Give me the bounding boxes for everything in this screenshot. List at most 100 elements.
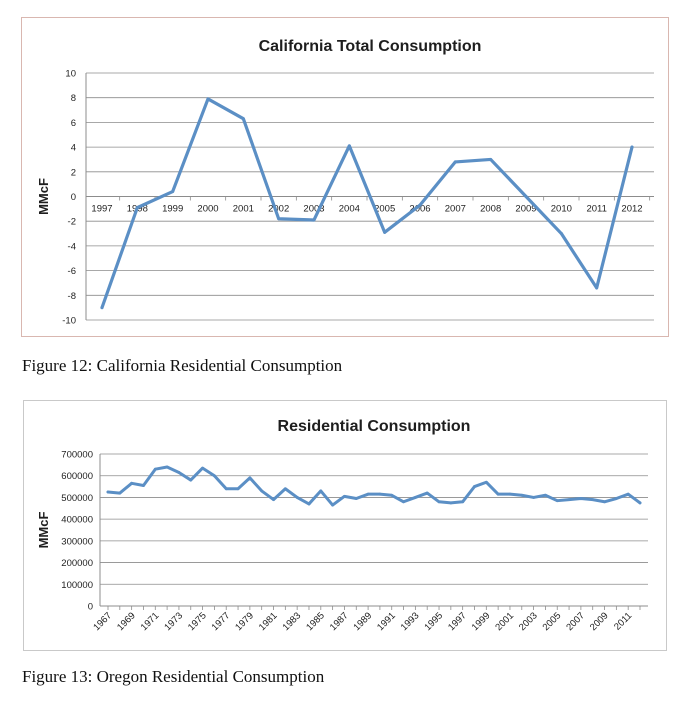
chart1-data-point — [489, 157, 493, 161]
chart2-data-point — [638, 501, 642, 505]
chart1-data-point — [630, 145, 634, 149]
chart2-data-point — [142, 484, 145, 487]
chart2-x-tick-label: 1983 — [281, 610, 304, 633]
chart2-x-tick-label: 2001 — [493, 610, 516, 633]
chart2-canvas: Residential Consumption MMcF 700000 600000 5… — [36, 418, 648, 633]
chart2-data-point — [106, 490, 110, 494]
chart2-x-tick-label: 1993 — [399, 610, 422, 633]
chart2-x-tick-label: 1973 — [162, 610, 185, 633]
chart2-y-tick-label: 200000 — [61, 558, 93, 569]
chart1-data-point — [559, 232, 563, 236]
chart2-x-tick-label: 1985 — [304, 610, 327, 633]
chart1-x-tick-label: 2000 — [197, 204, 218, 215]
chart2-x-tick-label: 1995 — [422, 610, 445, 633]
chart2-data-point — [614, 497, 618, 500]
chart1-y-tick-label: 4 — [71, 143, 76, 154]
chart1-data-point — [171, 190, 175, 194]
chart2-x-tick-label: 1967 — [91, 610, 114, 633]
chart1-y-tick-label: -10 — [62, 316, 76, 327]
chart2-data-point — [520, 493, 524, 497]
chart1-x-tick-label: 1999 — [162, 204, 183, 215]
chart1-data-point — [418, 203, 422, 207]
chart1-series-line — [100, 97, 634, 310]
chart1-y-tick-label: 8 — [71, 93, 76, 104]
chart2-data-point — [413, 496, 417, 499]
chart2-x-tick-label: 2005 — [541, 610, 564, 633]
chart1-y-tick-label: -2 — [68, 217, 76, 228]
chart2-data-point — [354, 497, 358, 500]
chart1-canvas: California Total Consumption MMcF 10 8 6 4 2 0 -… — [36, 38, 654, 327]
chart2-x-tick-label: 1969 — [115, 610, 138, 633]
chart2-data-point — [248, 476, 252, 480]
chart2-x-tick-label: 1991 — [375, 610, 398, 633]
chart1-data-point — [100, 306, 104, 310]
chart1-x-tick-label: 2005 — [374, 204, 395, 215]
chart2-x-tick-label: 1989 — [351, 610, 374, 633]
chart2-data-point — [343, 494, 346, 498]
chart2-x-tick-label: 1999 — [470, 610, 493, 633]
chart1-data-point — [595, 286, 599, 290]
chart2-data-point — [319, 489, 323, 493]
chart2-data-point — [473, 485, 476, 488]
chart2-y-tick-label: 300000 — [61, 536, 93, 547]
chart2-y-tick-label: 100000 — [61, 580, 93, 591]
chart2-data-point — [437, 500, 441, 504]
chart2-data-point — [189, 478, 193, 482]
chart2-y-axis-label: MMcF — [36, 512, 51, 549]
chart1-x-tick-label: 2006 — [409, 204, 430, 215]
chart1-data-point — [524, 195, 528, 198]
figure-12-caption: Figure 12: California Residential Consum… — [22, 356, 343, 375]
chart2-x-tick-label: 1979 — [233, 610, 256, 633]
chart1-data-point — [206, 97, 210, 101]
chart2-data-point — [153, 467, 157, 471]
chart2-data-point — [484, 480, 488, 484]
chart1-y-tick-label: 2 — [71, 167, 76, 178]
chart2-y-tick-label: 600000 — [61, 471, 93, 482]
chart1-x-tick-label: 2010 — [551, 204, 572, 215]
chart-residential-consumption: Residential Consumption MMcF 700000 600000 5… — [23, 400, 667, 651]
chart2-data-point — [402, 500, 405, 504]
chart2-data-point — [118, 491, 122, 495]
chart2-x-tick-label: 1987 — [328, 610, 351, 633]
chart1-y-tick-label: 0 — [71, 192, 76, 203]
chart2-x-tick-label: 2007 — [564, 610, 587, 633]
chart1-x-tick-label: 2009 — [515, 204, 536, 215]
chart2-data-point — [331, 503, 335, 507]
chart2-data-point — [295, 496, 299, 499]
chart1-y-tick-label: -8 — [68, 291, 76, 302]
chart1-data-point — [453, 160, 457, 164]
chart1-y-tick-label: 10 — [65, 69, 76, 80]
chart2-x-tick-label: 1971 — [139, 610, 162, 633]
chart2-data-point — [224, 487, 228, 491]
chart1-x-tick-label: 2002 — [268, 204, 289, 215]
chart1-x-tick-label: 2001 — [233, 204, 254, 215]
chart2-data-point — [544, 493, 547, 497]
chart2-x-tick-label: 2009 — [588, 610, 611, 633]
chart2-data-point — [567, 498, 571, 501]
chart2-data-point — [213, 474, 216, 478]
chart2-data-point — [449, 501, 453, 505]
chart2-data-point — [508, 492, 512, 496]
chart2-title: Residential Consumption — [278, 418, 471, 435]
chart2-data-point — [236, 487, 240, 491]
chart2-data-point — [425, 491, 429, 495]
chart2-data-point — [201, 466, 204, 470]
chart2-data-point — [390, 493, 394, 497]
chart2-data-point — [461, 500, 465, 504]
chart1-x-tick-label: 2004 — [339, 204, 360, 215]
chart1-title: California Total Consumption — [259, 38, 482, 55]
chart2-data-point — [130, 481, 134, 485]
chart2-data-point — [626, 492, 630, 496]
chart2-series-line — [106, 465, 642, 507]
chart2-x-tick-label: 1975 — [186, 610, 209, 633]
chart2-data-point — [260, 489, 264, 493]
chart2-y-tick-label: 0 — [88, 602, 93, 613]
chart1-y-tick-label: -6 — [68, 266, 76, 277]
chart2-data-point — [496, 492, 500, 496]
chart2-y-tick-label: 400000 — [61, 515, 93, 526]
chart2-y-tick-label: 700000 — [61, 450, 93, 461]
chart1-x-tick-label: 2007 — [445, 204, 466, 215]
chart2-data-point — [378, 492, 382, 496]
chart-california-total-consumption: California Total Consumption MMcF 10 8 6 4 2 0 -… — [21, 17, 669, 337]
chart1-y-tick-label: 6 — [71, 118, 76, 129]
